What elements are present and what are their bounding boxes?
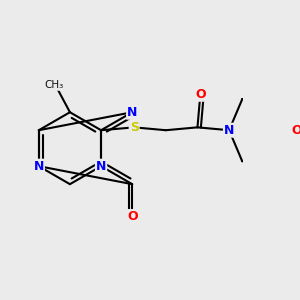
Text: N: N [34,160,44,173]
Text: O: O [127,210,137,223]
Text: O: O [195,88,206,101]
Text: N: N [96,160,106,173]
Text: CH₃: CH₃ [44,80,63,90]
Text: N: N [127,106,137,119]
Text: O: O [291,124,300,137]
Text: N: N [224,124,234,137]
Text: S: S [130,121,139,134]
